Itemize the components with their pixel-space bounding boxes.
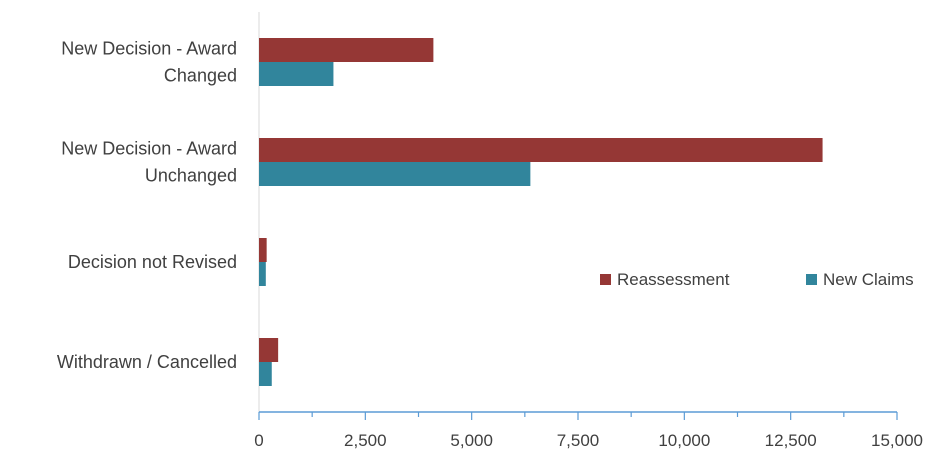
x-axis-ticks [258,412,898,420]
category-label: Withdrawn / Cancelled [57,352,237,372]
x-tick-label: 7,500 [557,431,600,450]
x-tick-label: 15,000 [871,431,923,450]
bar-reassessment [259,238,267,262]
bar-reassessment [259,38,434,62]
bar-reassessment [259,138,823,162]
bar-new-claims [259,262,266,286]
category-label: New Decision - Award [61,39,237,59]
legend-swatch [600,274,611,285]
legend-swatch [806,274,817,285]
x-tick-label: 10,000 [658,431,710,450]
category-label: Decision not Revised [68,252,237,272]
bar-new-claims [259,62,334,86]
x-tick-label: 5,000 [450,431,493,450]
category-labels: New Decision - Award Changed New Decision … [57,39,237,373]
legend-label: Reassessment [617,270,730,289]
legend: Reassessment New Claims [600,270,914,289]
legend-label: New Claims [823,270,914,289]
bars-group [259,38,823,386]
x-tick-label: 12,500 [765,431,817,450]
category-label: Unchanged [145,166,237,186]
x-axis-tick-labels: 0 2,500 5,000 7,500 10,000 12,500 15,000 [254,431,923,450]
x-tick-label: 2,500 [344,431,387,450]
bar-new-claims [259,162,531,186]
category-label: New Decision - Award [61,139,237,159]
bar-new-claims [259,362,272,386]
bar-reassessment [259,338,279,362]
x-tick-label: 0 [254,431,263,450]
category-label: Changed [164,66,237,86]
